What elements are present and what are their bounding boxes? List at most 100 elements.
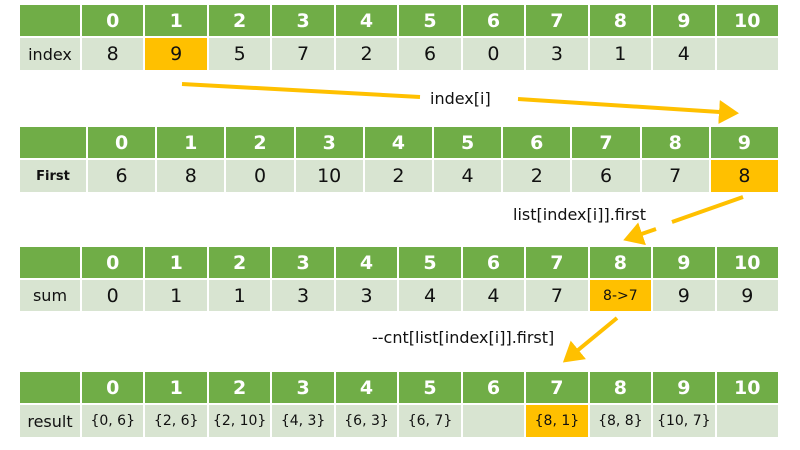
header-corner — [20, 5, 82, 38]
header-cell: 5 — [433, 127, 504, 160]
data-cell: {6, 7} — [399, 405, 463, 439]
data-cell: {8, 8} — [589, 405, 654, 439]
data-cell — [716, 38, 780, 72]
data-cell: {4, 3} — [272, 405, 336, 439]
data-cell: 6 — [399, 38, 463, 72]
data-cell: 7 — [272, 38, 336, 72]
data-cell: {2, 10} — [208, 405, 273, 439]
header-cell: 1 — [157, 127, 227, 160]
header-cell: 7 — [526, 372, 590, 405]
header-cell: 1 — [145, 5, 209, 38]
header-cell: 7 — [572, 127, 642, 160]
header-cell: 4 — [335, 247, 400, 280]
highlighted-cell: 9 — [145, 38, 209, 72]
header-cell: 4 — [335, 5, 400, 38]
row-label: index — [20, 38, 82, 72]
header-cell: 6 — [503, 127, 573, 160]
header-cell: 2 — [208, 247, 273, 280]
header-cell: 0 — [82, 247, 146, 280]
data-cell — [716, 405, 780, 439]
result-table: 0 1 2 3 4 5 6 7 8 9 10 result {0, 6} {2,… — [20, 372, 780, 439]
data-cell: {0, 6} — [82, 405, 146, 439]
header-cell: 8 — [641, 127, 711, 160]
index-table: 0 1 2 3 4 5 6 7 8 9 10 index 8 9 5 7 2 6… — [20, 5, 780, 72]
highlighted-cell: {8, 1} — [526, 405, 590, 439]
header-cell: 0 — [82, 372, 146, 405]
data-cell: {6, 3} — [335, 405, 400, 439]
header-cell: 0 — [82, 5, 146, 38]
arrow-label-list-first: list[index[i]].first — [513, 205, 647, 224]
sum-table: 0 1 2 3 4 5 6 7 8 9 10 sum 0 1 1 3 3 4 4… — [20, 247, 780, 313]
data-cell: 8 — [157, 160, 227, 194]
header-cell: 0 — [88, 127, 158, 160]
header-cell: 10 — [716, 247, 780, 280]
data-cell: {2, 6} — [145, 405, 209, 439]
data-cell: 7 — [641, 160, 711, 194]
header-cell: 5 — [399, 247, 463, 280]
header-cell: 5 — [399, 372, 463, 405]
data-cell: 0 — [82, 280, 146, 313]
highlighted-cell: 8 — [710, 160, 780, 194]
data-cell — [462, 405, 527, 439]
header-cell: 3 — [272, 5, 336, 38]
header-cell: 8 — [589, 5, 654, 38]
header-cell: 8 — [589, 247, 654, 280]
data-cell: 4 — [433, 160, 504, 194]
data-cell: 9 — [653, 280, 717, 313]
data-cell: 4 — [462, 280, 527, 313]
header-cell: 1 — [145, 372, 209, 405]
data-cell: 1 — [208, 280, 273, 313]
header-cell: 4 — [335, 372, 400, 405]
header-cell: 10 — [716, 372, 780, 405]
row-label: result — [20, 405, 82, 439]
data-cell: 2 — [364, 160, 434, 194]
header-corner — [20, 127, 88, 160]
data-cell: 6 — [88, 160, 158, 194]
highlighted-cell: 8->7 — [589, 280, 654, 313]
data-cell: 3 — [335, 280, 400, 313]
data-cell: 6 — [572, 160, 642, 194]
header-cell: 2 — [208, 5, 273, 38]
header-cell: 5 — [399, 5, 463, 38]
header-cell: 6 — [462, 5, 527, 38]
header-cell: 8 — [589, 372, 654, 405]
data-cell: 0 — [226, 160, 296, 194]
data-cell: 3 — [526, 38, 590, 72]
arrow-sum-to-result — [562, 316, 619, 363]
header-cell: 3 — [295, 127, 365, 160]
header-corner — [20, 372, 82, 405]
header-cell: 10 — [716, 5, 780, 38]
header-cell: 2 — [208, 372, 273, 405]
data-cell: 3 — [272, 280, 336, 313]
header-cell: 9 — [653, 5, 717, 38]
data-cell: 10 — [295, 160, 365, 194]
first-table: 0 1 2 3 4 5 6 7 8 9 First 6 8 0 10 2 4 2… — [20, 127, 780, 194]
header-cell: 3 — [272, 247, 336, 280]
data-cell: 2 — [503, 160, 573, 194]
header-cell: 2 — [226, 127, 296, 160]
data-cell: 4 — [653, 38, 717, 72]
data-cell: 7 — [526, 280, 590, 313]
header-cell: 3 — [272, 372, 336, 405]
header-cell: 9 — [710, 127, 780, 160]
header-cell: 6 — [462, 372, 527, 405]
arrow-label-index-i: index[i] — [426, 89, 495, 108]
data-cell: 5 — [208, 38, 273, 72]
data-cell: {10, 7} — [653, 405, 717, 439]
arrow-label-cnt-decrement: --cnt[list[index[i]].first] — [372, 328, 555, 347]
header-cell: 7 — [526, 247, 590, 280]
data-cell: 1 — [589, 38, 654, 72]
row-label: sum — [20, 280, 82, 313]
header-cell: 9 — [653, 372, 717, 405]
row-label: First — [20, 160, 88, 194]
data-cell: 0 — [462, 38, 527, 72]
header-cell: 9 — [653, 247, 717, 280]
header-corner — [20, 247, 82, 280]
data-cell: 8 — [82, 38, 146, 72]
data-cell: 4 — [399, 280, 463, 313]
data-cell: 9 — [716, 280, 780, 313]
header-cell: 7 — [526, 5, 590, 38]
arrow-first-to-sum — [623, 195, 744, 246]
header-cell: 4 — [364, 127, 434, 160]
